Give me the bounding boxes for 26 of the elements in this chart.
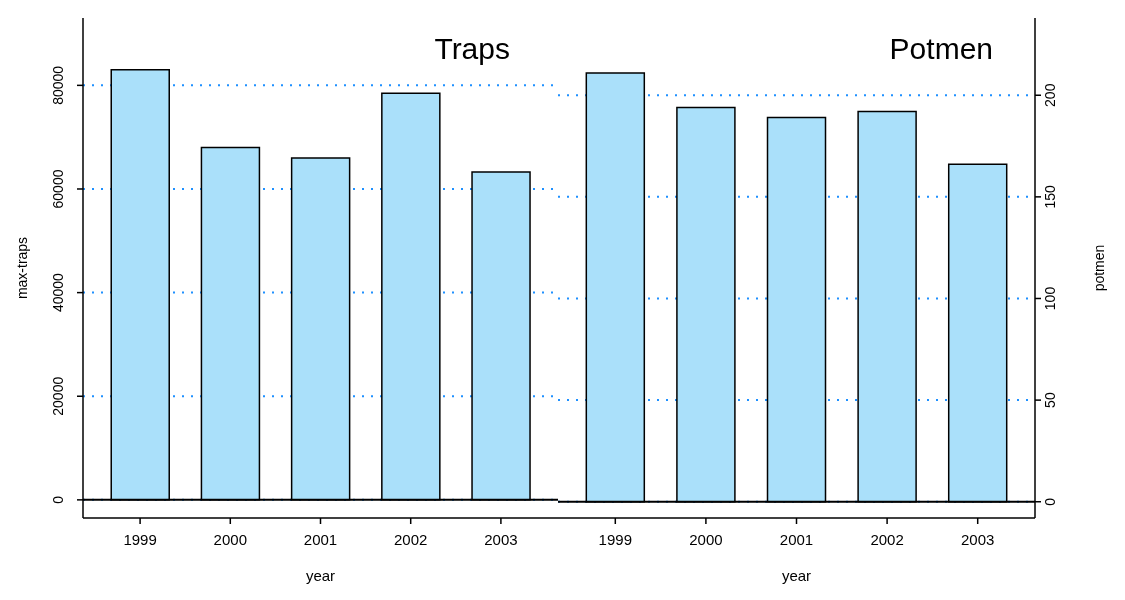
x-tick-label: 2000 <box>213 530 247 548</box>
text: Traps <box>434 32 510 66</box>
y-tick-label: 80000 <box>50 65 66 105</box>
y-tick-label: 60000 <box>50 169 66 209</box>
y2-tick-label: 100 <box>1042 286 1058 311</box>
y2-axis-title: potmen <box>1091 244 1107 292</box>
x-tick-label: 2002 <box>394 530 428 548</box>
y2-tick-label: 0 <box>1042 497 1058 506</box>
x-tick-label: 2003 <box>961 530 995 548</box>
y-tick-label: 20000 <box>50 376 66 416</box>
x-tick-label: 2001 <box>779 530 814 548</box>
y-tick-label: 0 <box>50 495 66 504</box>
y2-tick-label: 50 <box>1042 392 1058 408</box>
x-tick-label: 2002 <box>870 530 904 548</box>
x-axis-title: year <box>304 567 337 584</box>
y-axis-title: max-traps <box>14 236 30 300</box>
y-tick-label: 40000 <box>50 272 66 313</box>
x-tick-label: 2001 <box>303 530 338 548</box>
x-tick-label: 2003 <box>484 530 518 548</box>
x-tick-label: 1999 <box>598 530 632 548</box>
x-axis-title: year <box>780 567 813 584</box>
x-tick-label: 1999 <box>123 530 157 548</box>
y2-tick-label: 200 <box>1042 83 1058 107</box>
y2-tick-label: 150 <box>1042 184 1058 209</box>
text: Potmen <box>889 32 993 66</box>
x-tick-label: 2000 <box>689 530 723 548</box>
